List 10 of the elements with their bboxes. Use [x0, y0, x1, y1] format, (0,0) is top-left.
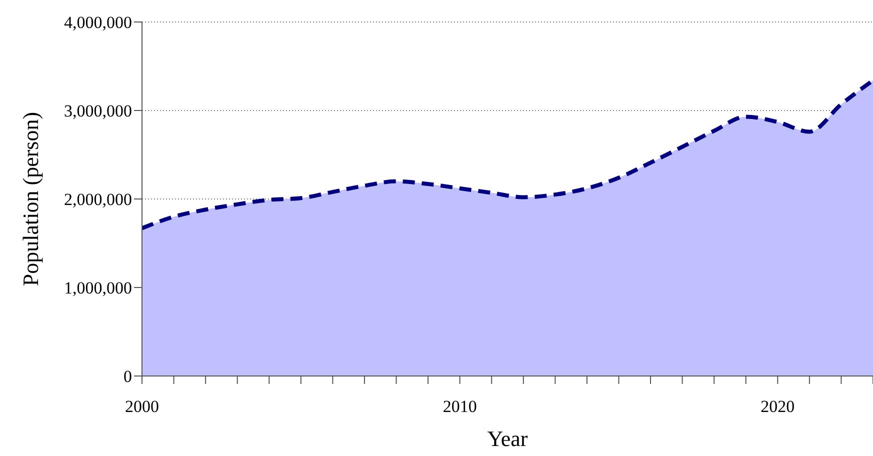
- y-tick-label: 2,000,000: [64, 190, 132, 210]
- x-tick-label: 2010: [442, 397, 477, 416]
- y-tick-label: 4,000,000: [64, 13, 132, 32]
- x-tick-label: 2000: [125, 397, 159, 416]
- x-axis-title: Year: [487, 426, 528, 451]
- y-axis-title: Population (person): [18, 112, 43, 286]
- y-tick-label: 0: [124, 367, 132, 386]
- x-tick-label: 2020: [760, 397, 795, 416]
- y-tick-label: 1,000,000: [64, 278, 132, 298]
- y-tick-label: 3,000,000: [64, 102, 132, 121]
